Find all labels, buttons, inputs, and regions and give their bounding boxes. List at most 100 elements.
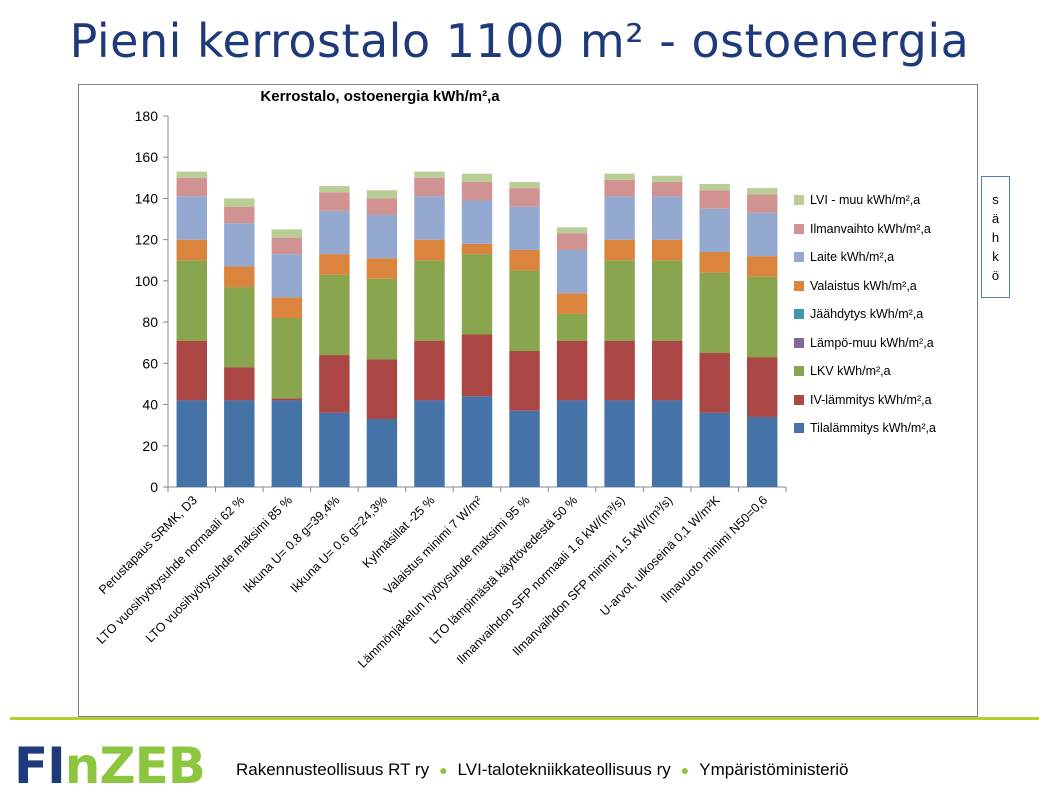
bar-segment (414, 171, 445, 178)
bar-segment (271, 317, 303, 399)
legend-swatch (794, 309, 804, 319)
bar-segment (271, 254, 303, 298)
logo-fi: FI (14, 737, 66, 795)
bar-segment (461, 181, 493, 201)
legend-label: LKV kWh/m²,a (810, 364, 891, 378)
bar-segment (414, 177, 445, 197)
legend-swatch (794, 423, 804, 433)
y-tick-label: 180 (135, 108, 159, 124)
legend-item: Ilmanvaihto kWh/m²,a (794, 221, 931, 237)
finzeb-logo: FInZEB (14, 737, 206, 795)
legend-label: Tilalämmitys kWh/m²,a (810, 421, 936, 435)
y-tick-label: 120 (135, 232, 159, 248)
bullet-icon: ● (680, 762, 690, 778)
bullet-icon: ● (439, 762, 448, 778)
legend-item: Tilalämmitys kWh/m²,a (794, 420, 936, 436)
bar-segment (461, 334, 493, 397)
legend-swatch (794, 252, 804, 262)
legend-item: LKV kWh/m²,a (794, 363, 891, 379)
bar-segment (461, 396, 493, 487)
slide-title: Pieni kerrostalo 1100 m² - ostoenergia (69, 14, 970, 68)
bar-segment (271, 297, 303, 318)
y-tick-label: 20 (142, 438, 158, 454)
bar-segment (271, 398, 303, 401)
bar-segment (556, 313, 588, 341)
bar-segment (366, 359, 398, 419)
bar-segment (414, 340, 445, 401)
bar-segment (366, 258, 398, 279)
footer-divider (10, 717, 1039, 720)
bar-segment (461, 243, 493, 255)
bar-segment (224, 287, 255, 368)
bar-segment (319, 186, 350, 193)
x-tick-label: Ikkuna U= 0.8 g=39,4% (240, 493, 342, 595)
x-tick-label: Ikkuna U= 0.6 g=24,3% (288, 493, 390, 595)
chart-title: Kerrostalo, ostoenergia kWh/m²,a (260, 88, 500, 105)
bar-segment (509, 188, 540, 207)
side-label-letter: h (991, 229, 1000, 245)
bar-segment (699, 412, 730, 487)
legend-label: Laite kWh/m²,a (810, 250, 895, 264)
bar-segment (176, 340, 207, 401)
bar-segment (747, 357, 778, 417)
legend-item: Laite kWh/m²,a (794, 249, 894, 265)
bar-segment (319, 254, 350, 275)
bar-segment (461, 254, 493, 335)
bar-segment (414, 400, 445, 487)
bar-segment (556, 233, 588, 250)
legend-item: Valaistus kWh/m²,a (794, 278, 917, 294)
bar-segment (699, 208, 730, 253)
y-tick-label: 140 (135, 190, 159, 206)
bar-segment (747, 276, 778, 358)
bar-segment (604, 239, 635, 261)
side-label-letter: ä (991, 210, 1000, 226)
bar-segment (319, 192, 350, 211)
bar-segment (366, 418, 398, 487)
bar-segment (414, 196, 445, 240)
bar-segment (651, 239, 683, 261)
bar-segment (699, 184, 730, 191)
y-tick-label: 0 (150, 479, 158, 495)
legend-swatch (794, 366, 804, 376)
bar-segment (461, 173, 493, 182)
bar-segment (556, 227, 588, 234)
bar-segment (604, 196, 635, 240)
y-tick-label: 40 (142, 397, 158, 413)
x-tick-label: Lämmönjakelun hyötysuhde maksimi 95 % (355, 493, 532, 670)
y-tick-label: 160 (135, 149, 159, 165)
bar-segment (556, 340, 588, 401)
logo-zeb: ZEB (99, 737, 206, 795)
legend-label: Lämpö-muu kWh/m²,a (810, 335, 934, 350)
bar-segment (604, 400, 635, 487)
bar-segment (366, 198, 398, 215)
bar-segment (176, 400, 207, 487)
footer-org: Ympäristöministeriö (699, 760, 849, 779)
bar-segment (271, 237, 303, 255)
legend-swatch (794, 223, 804, 234)
bar-segment (319, 412, 350, 487)
bar-segment (176, 177, 207, 197)
bar-segment (509, 350, 540, 411)
bar-segment (747, 188, 778, 195)
bar-segment (271, 400, 303, 487)
x-tick-label: Ilmanvaihdon SFP normaali 1,6 kW/(m³/s) (454, 493, 628, 667)
y-tick-label: 100 (135, 273, 159, 289)
bar-segment (651, 196, 683, 240)
side-label-letter: s (992, 191, 999, 207)
bar-segment (747, 416, 778, 487)
bar-segment (366, 278, 398, 360)
legend-swatch (794, 394, 804, 405)
bar-segment (319, 355, 350, 413)
bar-segment (604, 173, 635, 180)
footer-organizations: Rakennusteollisuus RT ry ● LVI-talotekni… (236, 760, 849, 780)
bar-segment (747, 256, 778, 277)
bar-segment (699, 353, 730, 413)
bar-segment (556, 400, 588, 487)
legend-swatch (794, 337, 804, 348)
bar-segment (509, 206, 540, 250)
bar-segment (176, 171, 207, 178)
legend-label: Ilmanvaihto kWh/m²,a (810, 221, 931, 236)
side-label-letter: k (992, 248, 999, 264)
